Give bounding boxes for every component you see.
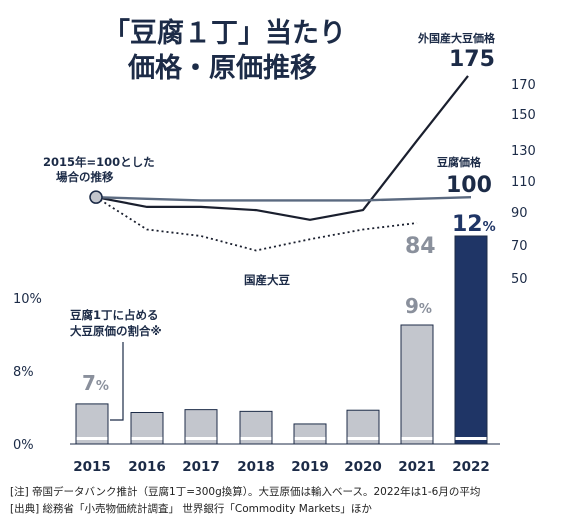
year-label: 2017 <box>182 459 220 475</box>
share-bar <box>400 324 434 445</box>
share-value-label: 7% <box>82 371 109 395</box>
footnotes: [注] 帝国データバンク推計（豆腐1丁=300g換算）。大豆原価は輸入ベース。2… <box>10 484 480 518</box>
share-axis: 10% 8% 0% <box>13 292 42 453</box>
index-tick-label: 130 <box>511 144 536 159</box>
chart-title-line1: 「豆腐１丁」当たり <box>103 17 346 49</box>
index-axis: 170 150 130 110 90 70 50 <box>511 78 536 287</box>
year-label: 2020 <box>344 459 382 475</box>
foreign-soy-line <box>95 75 469 221</box>
share-bar-break <box>131 437 163 440</box>
share-note-line2: 大豆原価の割合※ <box>70 324 162 338</box>
year-label: 2019 <box>291 459 329 475</box>
share-bars <box>70 235 500 445</box>
share-note-leader <box>110 342 124 421</box>
index-tick-label: 170 <box>511 78 536 93</box>
foreign-soy-label: 外国産大豆価格 <box>417 31 496 45</box>
share-bar-break <box>455 437 487 440</box>
share-note-line1: 豆腐1丁に占める <box>70 308 159 322</box>
year-label: 2015 <box>73 459 111 475</box>
footnote-source: [出典] 総務省「小売物価統計調査」 世界銀行「Commodity Market… <box>10 503 372 515</box>
share-bar-break <box>347 437 379 440</box>
share-value-label: 9% <box>405 294 432 318</box>
foreign-soy-value: 175 <box>449 47 495 72</box>
share-bar-break <box>240 437 272 440</box>
share-tick-label: 0% <box>13 438 34 453</box>
index-note-line1: 2015年=100とした <box>43 155 155 169</box>
index-tick-label: 70 <box>511 239 528 254</box>
tofu-price-line <box>95 196 472 202</box>
share-bar-break <box>294 437 326 440</box>
index-tick-label: 110 <box>511 175 536 190</box>
tofu-price-value: 100 <box>446 173 492 198</box>
share-tick-label: 8% <box>13 365 34 380</box>
year-label: 2021 <box>398 459 436 475</box>
year-label: 2018 <box>237 459 275 475</box>
domestic-soy-line <box>95 196 418 252</box>
share-bar-break <box>185 437 217 440</box>
share-tick-label: 10% <box>13 292 42 307</box>
year-axis: 2015 2016 2017 2018 2019 2020 2021 2022 <box>73 459 490 475</box>
footnote-note: [注] 帝国データバンク推計（豆腐1丁=300g換算）。大豆原価は輸入ベース。2… <box>10 486 481 498</box>
year-label: 2016 <box>128 459 166 475</box>
chart-title-line2: 価格・原価推移 <box>127 53 317 84</box>
share-value-labels: 7% 9% 12% <box>82 212 496 395</box>
index-note-line2: 場合の推移 <box>56 170 114 184</box>
domestic-soy-label: 国産大豆 <box>244 273 290 287</box>
index-tick-label: 90 <box>511 206 528 221</box>
share-bar <box>454 235 488 445</box>
tofu-price-label: 豆腐価格 <box>437 155 482 169</box>
start-point-marker <box>89 190 103 204</box>
share-bar-break <box>76 437 108 440</box>
share-value-label: 12% <box>452 212 496 237</box>
share-bar <box>293 423 327 445</box>
year-label: 2022 <box>452 459 490 475</box>
index-lines <box>89 75 472 252</box>
index-tick-label: 150 <box>511 108 536 123</box>
domestic-soy-value: 84 <box>405 234 436 259</box>
share-bar-break <box>401 437 433 440</box>
index-tick-label: 50 <box>511 272 528 287</box>
